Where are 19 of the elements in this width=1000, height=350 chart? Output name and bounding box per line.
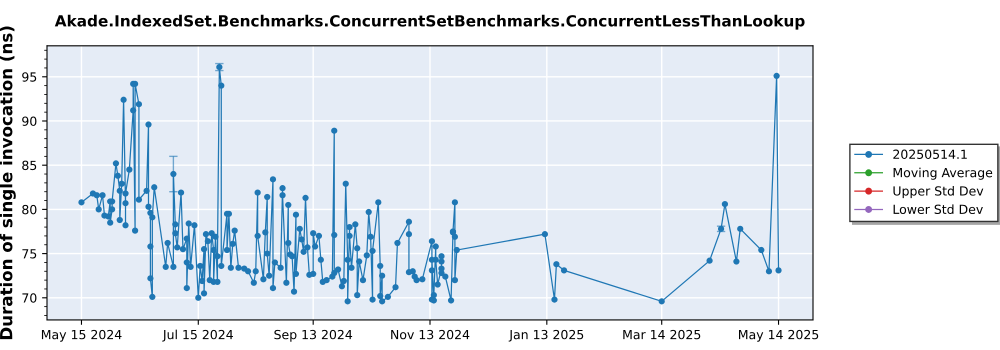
y-tick-label: 70 (22, 293, 36, 303)
x-tick-label: May 14 2025 (739, 330, 818, 342)
legend-label: Upper Std Dev (893, 186, 984, 198)
x-tick-label: Jul 15 2024 (162, 330, 233, 342)
y-tick-label: 95 (22, 72, 36, 82)
x-tick-label: Mar 14 2025 (623, 330, 700, 340)
legend-label: Moving Average (894, 168, 992, 180)
legend-label: Lower Std Dev (894, 204, 983, 214)
y-tick-label: 80 (22, 204, 36, 214)
chart-title: Akade.IndexedSet.Benchmarks.ConcurrentSetBenchmarks.ConcurrentLessThanLookup (54, 14, 805, 30)
legend-label: 20250514.1 (893, 150, 967, 159)
x-tick-label: Sep 13 2024 (274, 330, 352, 342)
y-axis-title: Duration of single invocation (ns) (0, 26, 16, 340)
x-tick-label: Nov 13 2024 (391, 330, 470, 340)
y-tick-label: 90 (22, 116, 36, 126)
x-tick-label: Jan 13 2025 (508, 330, 584, 342)
y-tick-label: 85 (22, 160, 36, 170)
x-tick-label: May 15 2024 (42, 330, 122, 342)
y-tick-label: 75 (22, 249, 36, 259)
